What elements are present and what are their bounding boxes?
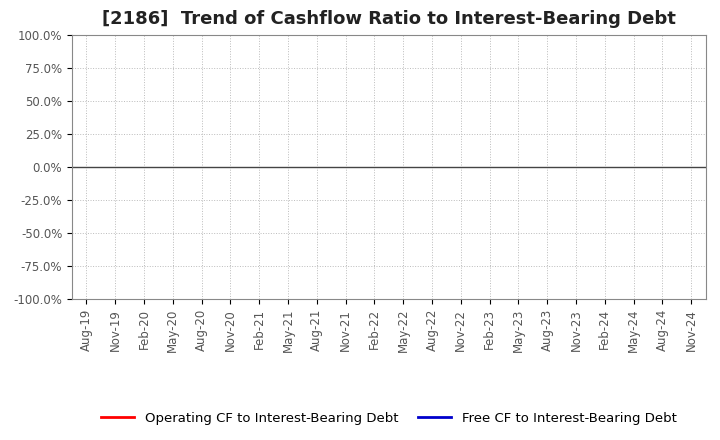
Legend: Operating CF to Interest-Bearing Debt, Free CF to Interest-Bearing Debt: Operating CF to Interest-Bearing Debt, F… xyxy=(96,406,682,430)
Title: [2186]  Trend of Cashflow Ratio to Interest-Bearing Debt: [2186] Trend of Cashflow Ratio to Intere… xyxy=(102,10,676,28)
